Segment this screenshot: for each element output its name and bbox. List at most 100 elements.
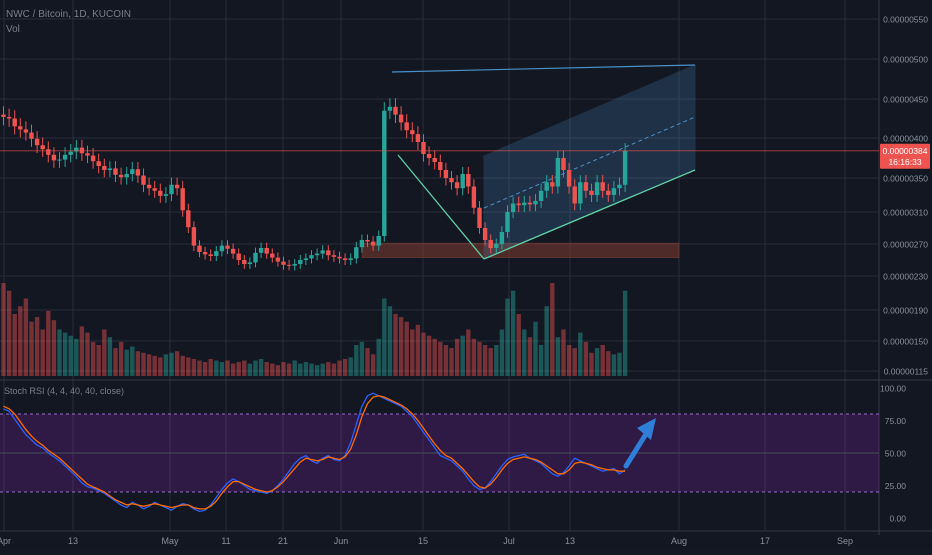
candle-body: [113, 168, 118, 175]
candle-body: [600, 182, 605, 191]
last-price-value: 0.00000384: [883, 146, 928, 156]
volume-bar: [482, 345, 488, 376]
candle-body: [393, 106, 398, 115]
volume-bar: [348, 357, 353, 376]
candle-body: [594, 182, 600, 195]
volume-bar: [281, 362, 286, 376]
candle-body: [40, 145, 45, 150]
candle-body: [68, 151, 73, 155]
chart-title: NWC / Bitcoin, 1D, KUCOIN: [6, 9, 132, 20]
stoch-tick-label: 100.00: [880, 384, 906, 394]
volume-bar: [219, 362, 225, 376]
candle-body: [29, 132, 34, 139]
volume-bar: [466, 329, 471, 376]
volume-bar: [6, 290, 12, 376]
x-tick-label: 11: [221, 536, 230, 546]
price-axis-background: [879, 0, 932, 550]
volume-bar: [365, 348, 370, 376]
volume-bar: [331, 363, 337, 376]
candle-body: [370, 241, 376, 246]
candle-body: [415, 134, 421, 142]
volume-bar: [589, 352, 594, 376]
volume-bar: [264, 362, 269, 376]
volume-bar: [102, 329, 107, 376]
candle-body: [505, 212, 510, 232]
price-tick-label: 0.00000150: [883, 337, 928, 347]
stoch-tick-label: 25.00: [885, 481, 907, 491]
volume-bar: [572, 348, 577, 376]
candle-body: [34, 138, 40, 146]
candle-body: [264, 248, 269, 254]
volume-bar: [85, 332, 90, 376]
candle-body: [107, 168, 113, 170]
volume-bar: [432, 338, 437, 376]
candle-body: [158, 190, 163, 196]
volume-bar: [197, 360, 202, 376]
candle-body: [589, 190, 594, 195]
channel-midline: [483, 116, 696, 209]
x-tick-label: Jun: [334, 536, 349, 546]
x-tick-label: 13: [565, 536, 575, 546]
volume-bar: [303, 362, 309, 376]
candle-body: [186, 210, 191, 228]
volume-bar: [124, 349, 129, 376]
candle-body: [337, 256, 342, 259]
volume-bar: [68, 335, 73, 376]
candle-body: [174, 184, 180, 189]
candle-body: [225, 245, 230, 249]
stoch-tick-label: 0.00: [889, 514, 906, 524]
volume-bar: [1, 283, 6, 376]
channel-top-line: [391, 64, 696, 73]
x-tick-label: May: [161, 536, 179, 546]
candle-body: [438, 162, 443, 170]
volume-bar: [354, 345, 359, 376]
candle-body: [298, 260, 303, 264]
volume-bars: [1, 283, 628, 376]
candle-body: [130, 169, 135, 174]
candle-body: [348, 258, 353, 260]
price-tick-label: 0.00000270: [883, 240, 928, 250]
candles: [1, 98, 628, 271]
candle-body: [522, 202, 527, 206]
volume-bar: [398, 317, 404, 376]
candle-body: [527, 202, 533, 205]
candle-body: [146, 184, 152, 189]
candle-body: [421, 142, 426, 154]
candle-body: [566, 170, 572, 187]
candle-body: [163, 194, 169, 196]
candle-body: [247, 262, 253, 264]
volume-bar: [163, 354, 169, 376]
candle-body: [494, 244, 499, 248]
candle-body: [85, 153, 90, 156]
candle-body: [191, 227, 197, 246]
candle-body: [499, 232, 505, 244]
volume-bar: [404, 321, 409, 376]
volume-bar: [130, 346, 135, 376]
volume-bar: [292, 360, 297, 376]
volume-bar: [387, 306, 393, 376]
candle-body: [51, 154, 57, 161]
volume-bar: [522, 329, 527, 376]
volume-bar: [583, 341, 589, 376]
volume-bar: [326, 362, 331, 376]
volume-bar: [477, 341, 482, 376]
candle-body: [449, 178, 454, 183]
candle-body: [454, 182, 460, 189]
price-tick-label: 0.00000230: [883, 272, 928, 282]
candle-body: [359, 240, 365, 248]
drop-trend-line: [397, 154, 485, 260]
candle-body: [488, 240, 493, 248]
volume-bar: [337, 360, 342, 376]
price-tick-label: 0.00000550: [883, 15, 928, 25]
volume-bar: [270, 363, 275, 376]
volume-bar: [214, 360, 219, 376]
candle-body: [538, 190, 544, 201]
volume-bar: [443, 345, 449, 376]
candle-body: [398, 114, 404, 123]
candle-body: [376, 236, 381, 246]
candle-body: [219, 245, 225, 252]
candle-body: [6, 116, 12, 119]
volume-bar: [376, 338, 381, 376]
